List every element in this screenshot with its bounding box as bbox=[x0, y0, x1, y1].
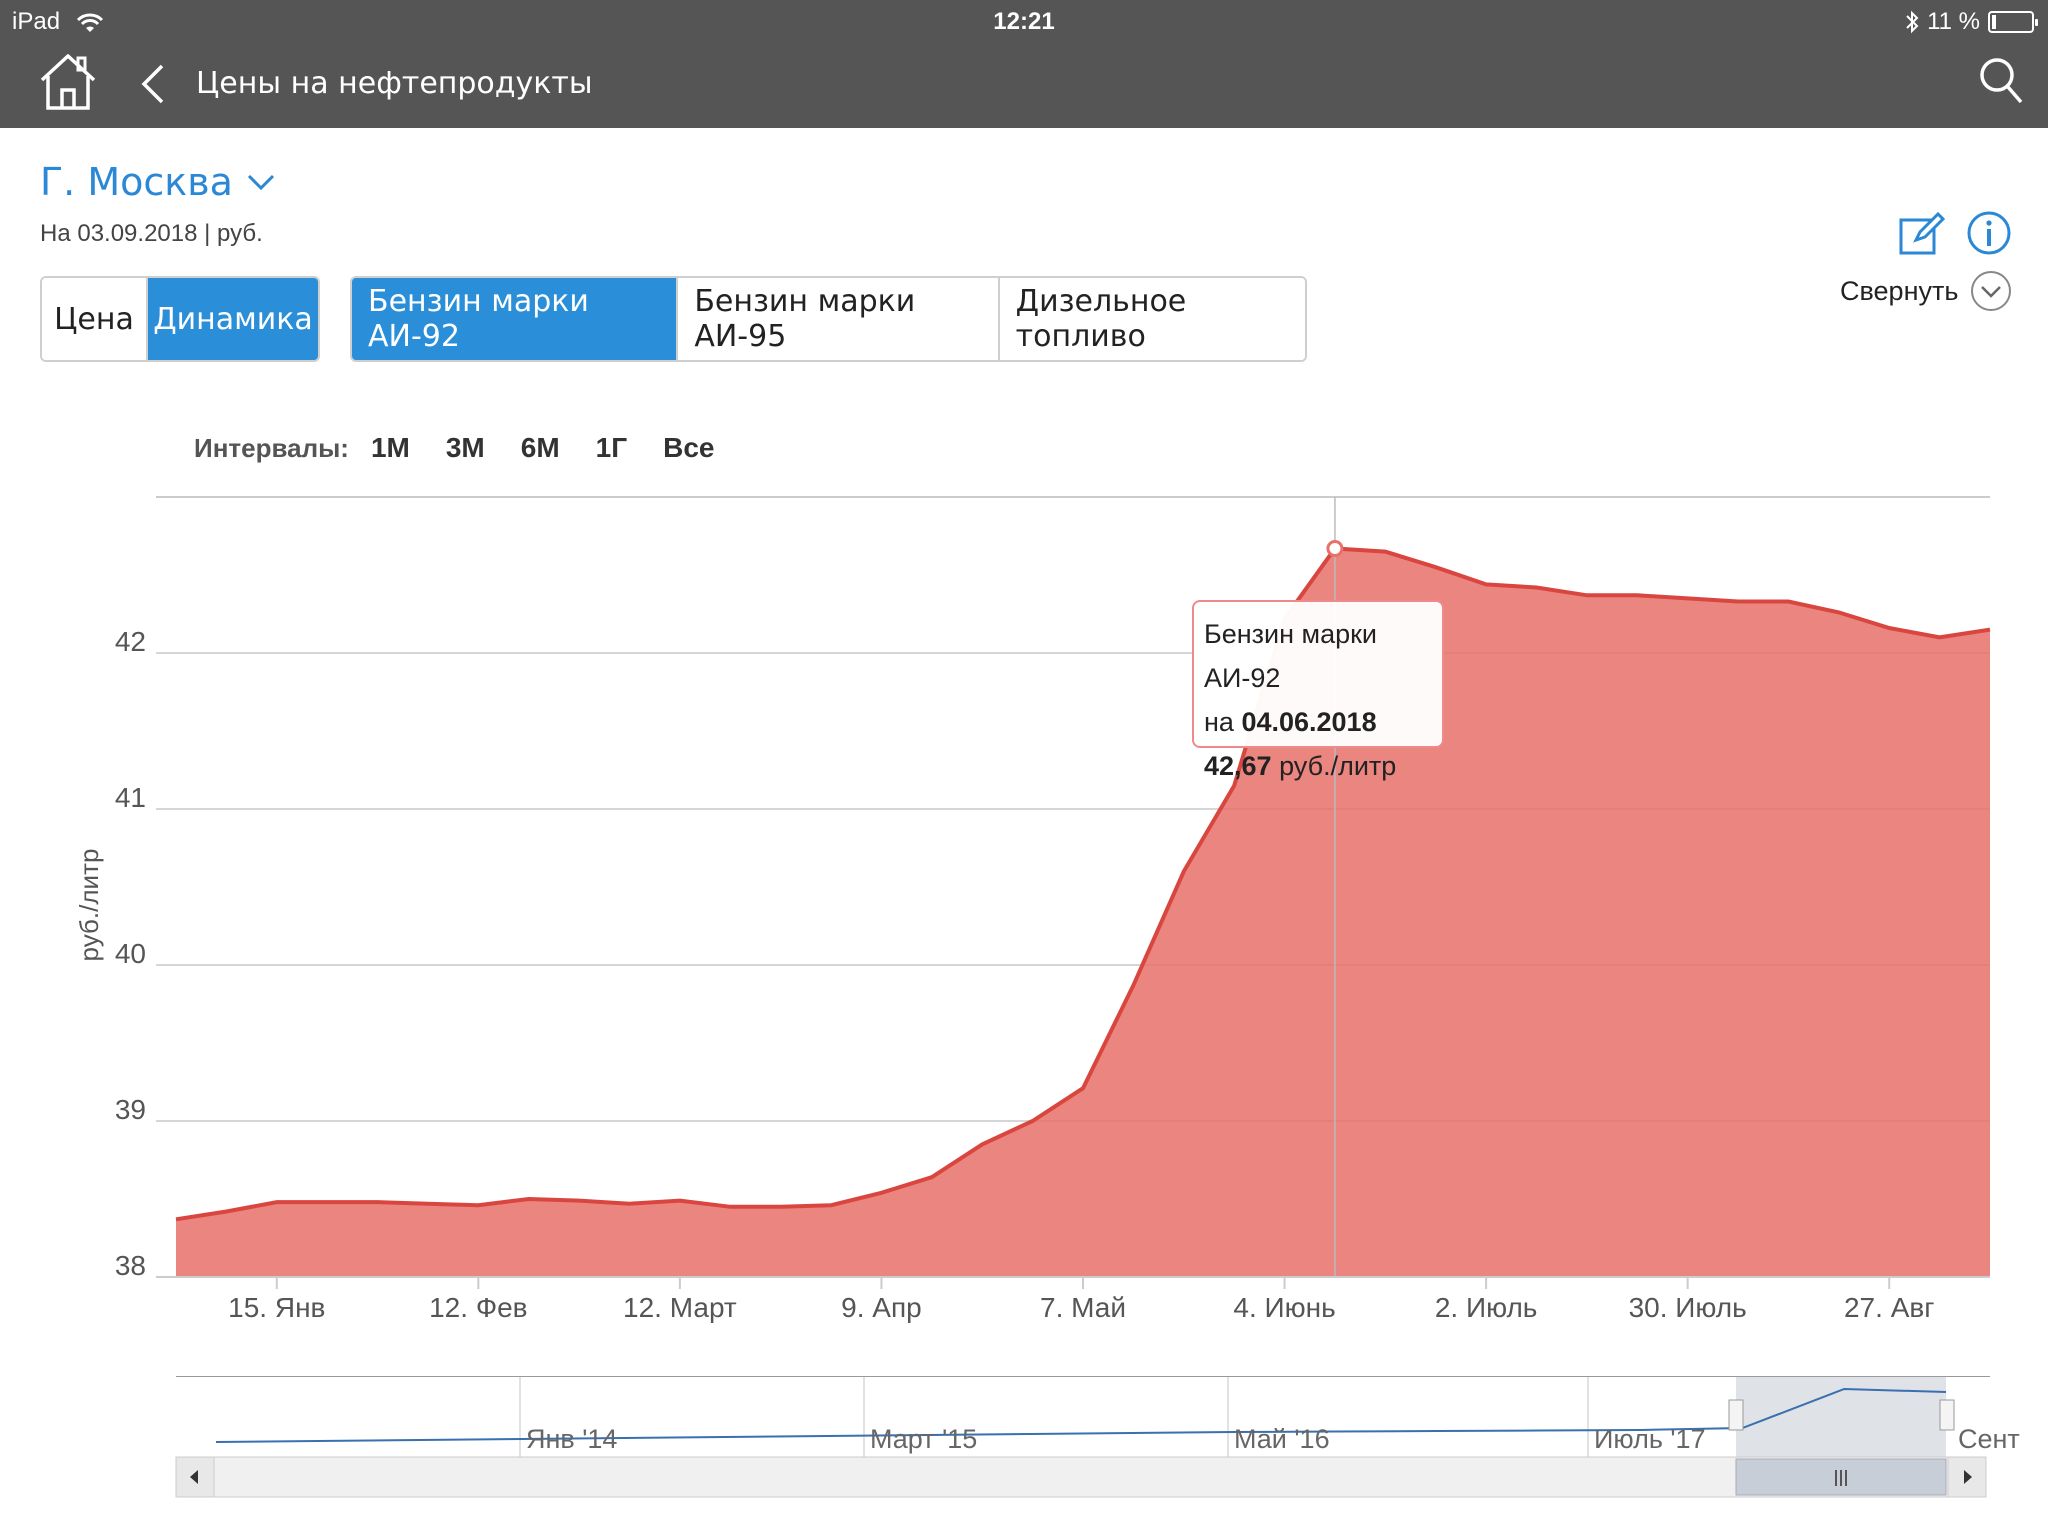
interval-3m[interactable]: 3М bbox=[445, 432, 485, 463]
navigator-label: Июль '17 bbox=[1594, 1424, 1706, 1454]
tooltip-date-prefix: на bbox=[1204, 707, 1234, 737]
back-chevron-icon[interactable] bbox=[138, 62, 168, 106]
arrow-left-icon bbox=[190, 1470, 198, 1484]
status-device: iPad bbox=[12, 8, 105, 36]
home-icon[interactable] bbox=[38, 50, 98, 112]
arrow-right-icon bbox=[1964, 1470, 1972, 1484]
battery-icon bbox=[1988, 11, 2038, 33]
scrollbar[interactable] bbox=[175, 1456, 1987, 1498]
y-tick-label: 41 bbox=[115, 782, 146, 813]
interval-6m[interactable]: 6М bbox=[520, 432, 560, 463]
y-axis-label: руб./литр bbox=[74, 849, 104, 962]
interval-selector: Интервалы: 1М 3М 6М 1Г Все bbox=[194, 432, 751, 464]
interval-1m[interactable]: 1М bbox=[370, 432, 410, 463]
tab-dynamics[interactable]: Динамика bbox=[148, 278, 318, 360]
battery-percent: 11 % bbox=[1927, 8, 1980, 35]
battery-level bbox=[1992, 15, 1996, 29]
x-tick-label: 7. Май bbox=[1040, 1292, 1126, 1323]
y-tick-label: 38 bbox=[115, 1250, 146, 1281]
chevron-down-icon bbox=[247, 174, 274, 191]
y-axis: 38 39 40 41 42 bbox=[115, 626, 146, 1281]
collapse-label: Свернуть bbox=[1840, 275, 1959, 306]
x-tick-label: 4. Июнь bbox=[1233, 1292, 1335, 1323]
price-line bbox=[175, 546, 1991, 1222]
price-area bbox=[176, 548, 1990, 1277]
navigator-label: Март '15 bbox=[870, 1424, 977, 1454]
search-icon[interactable] bbox=[1978, 56, 2024, 106]
edit-icon[interactable] bbox=[1898, 210, 1946, 256]
collapse-button[interactable]: Свернуть bbox=[1840, 270, 2012, 312]
device-name: iPad bbox=[12, 8, 61, 35]
navigator-label: Май '16 bbox=[1234, 1424, 1330, 1454]
status-right: 11 % bbox=[1905, 8, 2038, 36]
navigator-right-handle[interactable] bbox=[1939, 1399, 1955, 1431]
bluetooth-icon bbox=[1906, 10, 1919, 34]
tab-price[interactable]: Цена bbox=[42, 278, 148, 360]
navigator[interactable]: Янв '14 Март '15 Май '16 Июль '17 Сент bbox=[176, 1376, 2020, 1457]
fuel-toggle: Бензин марки АИ-92 Бензин марки АИ-95 Ди… bbox=[350, 276, 1307, 362]
x-tick-label: 9. Апр bbox=[841, 1292, 922, 1323]
as-of-date: На 03.09.2018 | руб. bbox=[40, 220, 263, 247]
hover-point bbox=[1326, 539, 1344, 557]
x-axis: 15. Янв 12. Фев 12. Март 9. Апр 7. Май 4. Июн… bbox=[156, 1276, 1990, 1323]
city-selector[interactable]: Г. Москва bbox=[40, 160, 275, 204]
y-tick-label: 40 bbox=[115, 938, 146, 969]
nav-title: Цены на нефтепродукты bbox=[196, 66, 593, 101]
x-tick-label: 27. Авг bbox=[1844, 1292, 1934, 1323]
tooltip-unit: руб./литр bbox=[1279, 751, 1397, 781]
view-toggle: Цена Динамика bbox=[40, 276, 320, 362]
x-tick-label: 12. Фев bbox=[429, 1292, 527, 1323]
scroll-thumb[interactable] bbox=[1735, 1458, 1947, 1496]
status-time: 12:21 bbox=[993, 8, 1055, 35]
interval-all[interactable]: Все bbox=[663, 432, 715, 463]
interval-1y[interactable]: 1Г bbox=[595, 432, 628, 463]
chart-tooltip: Бензин марки АИ-92 на 04.06.2018 42,67 р… bbox=[1192, 600, 1444, 781]
navigator-label: Сент bbox=[1958, 1424, 2020, 1454]
navigator-left-handle[interactable] bbox=[1728, 1399, 1744, 1431]
x-tick-label: 30. Июль bbox=[1629, 1292, 1747, 1323]
tooltip-date-row: на 04.06.2018 bbox=[1204, 700, 1432, 744]
chevron-circle-down-icon bbox=[1971, 271, 2012, 311]
tooltip-value-row: 42,67 руб./литр bbox=[1204, 744, 1432, 788]
top-bar: iPad 12:21 11 % Цены на нефтепродукты bbox=[0, 0, 2048, 128]
navigator-label: Янв '14 bbox=[526, 1424, 617, 1454]
x-tick-label: 12. Март bbox=[623, 1292, 737, 1323]
tooltip-date: 04.06.2018 bbox=[1241, 707, 1377, 737]
intervals-label: Интервалы: bbox=[194, 432, 349, 463]
navigator-window[interactable] bbox=[1736, 1377, 1946, 1457]
y-tick-label: 39 bbox=[115, 1094, 146, 1125]
y-tick-label: 42 bbox=[115, 626, 146, 657]
x-tick-label: 2. Июль bbox=[1435, 1292, 1538, 1323]
wifi-icon bbox=[76, 13, 103, 32]
tooltip-value: 42,67 bbox=[1204, 751, 1272, 781]
info-icon[interactable] bbox=[1966, 210, 2012, 256]
tooltip-series: Бензин марки АИ-92 bbox=[1204, 619, 1378, 693]
tab-diesel[interactable]: Дизельное топливо bbox=[999, 278, 1305, 360]
navigator-line bbox=[215, 1387, 1947, 1443]
tab-ai95[interactable]: Бензин марки АИ-95 bbox=[678, 278, 1000, 360]
tab-ai92[interactable]: Бензин марки АИ-92 bbox=[352, 278, 679, 360]
x-tick-label: 15. Янв bbox=[228, 1292, 325, 1323]
city-name: Г. Москва bbox=[40, 160, 233, 204]
